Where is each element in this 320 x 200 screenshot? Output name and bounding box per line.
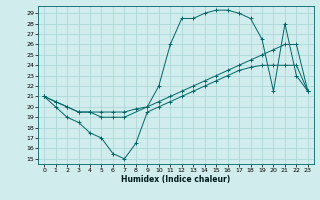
X-axis label: Humidex (Indice chaleur): Humidex (Indice chaleur) bbox=[121, 175, 231, 184]
